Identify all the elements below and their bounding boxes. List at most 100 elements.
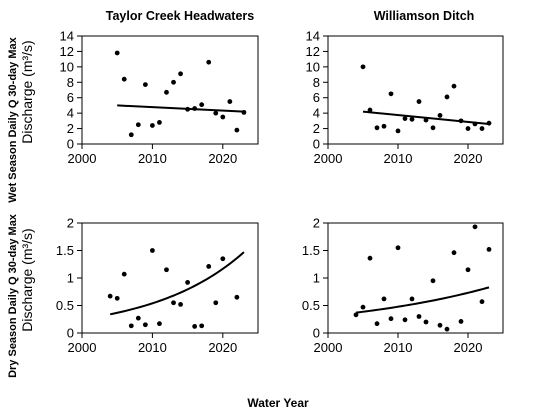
y-tick-label: 6 [313, 90, 320, 105]
y-tick-label: 14 [60, 29, 74, 44]
data-point [128, 323, 134, 329]
data-point [157, 120, 162, 125]
x-tick-label: 2020 [208, 340, 237, 355]
data-point [185, 280, 191, 285]
data-point [465, 126, 471, 131]
panel-title: Williamson Ditch [374, 9, 475, 23]
panel-title: Taylor Creek Headwaters [106, 9, 254, 23]
x-tick-label: 2010 [138, 340, 167, 355]
data-point [171, 300, 176, 306]
data-point [430, 278, 436, 284]
data-point [374, 125, 380, 131]
y-tick-label: 1.5 [302, 243, 320, 258]
data-point [213, 110, 219, 116]
y-tick-label: 4 [313, 106, 320, 121]
data-point [220, 256, 226, 262]
panels-layer: Taylor Creek Headwaters Discharge (m³/s) 0… [19, 9, 504, 355]
data-point [409, 116, 415, 122]
data-point [479, 126, 485, 131]
data-point [416, 314, 422, 319]
data-point [423, 319, 429, 325]
y-tick-label: 0.5 [302, 298, 320, 313]
plot-frame [327, 35, 504, 145]
y-tick-label: 2 [313, 121, 320, 136]
data-point [234, 127, 240, 133]
data-point [416, 99, 422, 104]
y-axis-label: Discharge (m³/s) [19, 228, 35, 331]
data-point [430, 125, 436, 131]
data-point [121, 76, 127, 82]
data-point [465, 267, 471, 273]
y-tick-label: 12 [306, 44, 320, 59]
y-tick-label: 10 [306, 59, 320, 74]
x-tick-label: 2020 [208, 151, 237, 166]
x-tick-label: 2010 [384, 340, 413, 355]
y-tick-label: 1.5 [56, 243, 74, 258]
data-point [128, 132, 134, 138]
row-label-dry-season: Dry Season Daily Q 30-day Max [7, 213, 19, 378]
panel-3: Discharge (m³/s) 0 0.5 1 1.5 2 2000 2010 2020 [19, 216, 259, 355]
panel-1: Taylor Creek Headwaters Discharge (m³/s) 0… [19, 9, 259, 166]
data-point [451, 83, 457, 89]
data-point [150, 248, 155, 253]
data-point [107, 293, 113, 299]
data-point [199, 323, 205, 329]
data-point [451, 250, 457, 256]
y-tick-label: 0 [313, 326, 320, 341]
data-point [178, 71, 183, 77]
y-tick-label: 2 [67, 121, 74, 136]
data-point [472, 224, 478, 230]
data-point [178, 302, 183, 307]
data-point [409, 296, 415, 302]
y-tick-label: 2 [67, 216, 74, 231]
data-point [114, 295, 120, 301]
data-point [402, 116, 408, 121]
data-point [164, 89, 169, 95]
x-tick-label: 2020 [454, 340, 483, 355]
data-point [395, 245, 401, 251]
data-point [206, 59, 212, 65]
y-tick-label: 4 [67, 106, 74, 121]
x-tick-label: 2010 [384, 151, 413, 166]
data-point [395, 128, 401, 134]
data-point [135, 122, 141, 128]
data-point [150, 123, 155, 128]
x-tick-label: 2010 [138, 151, 167, 166]
data-point [121, 271, 127, 277]
data-point [142, 322, 148, 328]
panel-4: 0 0.5 1 1.5 2 2000 2010 2020 [302, 216, 504, 355]
data-point [353, 312, 359, 318]
y-tick-label: 0 [67, 326, 74, 341]
data-point [388, 316, 394, 322]
x-axis-label: Water Year [247, 396, 309, 410]
data-point [437, 113, 443, 118]
y-tick-label: 12 [60, 44, 74, 59]
data-point [437, 322, 443, 328]
plot-frame [81, 35, 259, 145]
data-point [213, 300, 219, 306]
data-point [135, 315, 141, 321]
data-point [444, 326, 450, 332]
data-point [388, 91, 394, 97]
y-tick-label: 6 [67, 90, 74, 105]
trend-line [117, 104, 244, 113]
trend-line [109, 251, 245, 316]
x-tick-label: 2000 [314, 340, 343, 355]
x-tick-label: 2000 [68, 151, 97, 166]
trend-line [355, 286, 490, 314]
data-point [444, 94, 450, 100]
data-point [199, 102, 205, 108]
data-point [360, 64, 366, 70]
data-point [381, 123, 387, 129]
data-point [402, 317, 408, 323]
trend-line [362, 110, 490, 125]
data-point [192, 324, 198, 329]
y-tick-label: 1 [313, 271, 320, 286]
x-tick-label: 2000 [68, 340, 97, 355]
y-tick-label: 8 [67, 75, 74, 90]
data-point [479, 299, 485, 305]
data-point [486, 247, 492, 252]
data-point [381, 296, 387, 302]
